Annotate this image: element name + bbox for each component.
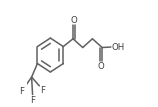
Text: F: F <box>19 87 24 96</box>
Text: OH: OH <box>111 43 124 52</box>
Text: O: O <box>70 16 77 25</box>
Text: O: O <box>98 62 105 71</box>
Text: F: F <box>30 96 35 105</box>
Text: F: F <box>40 86 45 95</box>
